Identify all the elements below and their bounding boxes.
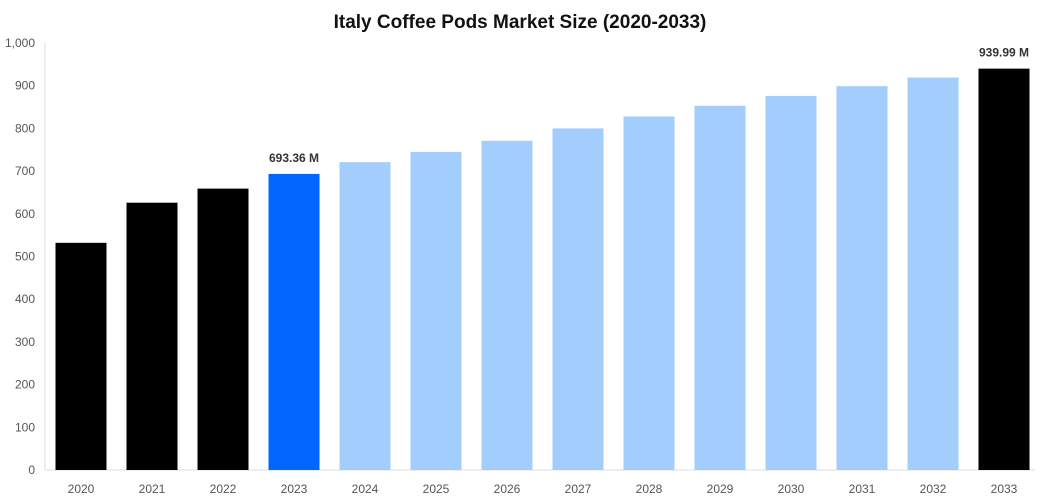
bar-2029 (694, 105, 746, 471)
chart-title: Italy Coffee Pods Market Size (2020-2033… (334, 12, 707, 33)
bars (55, 68, 1030, 471)
bar-2026 (481, 140, 533, 470)
x-tick-label: 2028 (636, 482, 663, 496)
x-tick-label: 2026 (494, 482, 521, 496)
data-label-2023: 693.36 M (269, 151, 319, 165)
bar-2032 (907, 77, 959, 470)
y-tick-label: 800 (15, 121, 35, 135)
y-tick-label: 1,000 (5, 36, 35, 50)
y-tick-label: 400 (15, 292, 35, 306)
data-labels: 693.36 M 939.99 M (269, 46, 1029, 165)
y-tick-label: 900 (15, 79, 35, 93)
y-tick-label: 200 (15, 378, 35, 392)
x-tick-label: 2031 (849, 482, 876, 496)
x-axis-ticks: 2020 2021 2022 2023 2024 2025 2026 2027 2028 2029… (68, 482, 1018, 496)
bar-2020 (55, 242, 107, 470)
bar-2031 (836, 86, 888, 470)
y-axis-ticks: 0 100 200 300 400 500 600 700 800 900 1,000 (5, 36, 35, 477)
bar-2021 (126, 202, 178, 470)
y-tick-label: 300 (15, 335, 35, 349)
bar-2033 (978, 68, 1030, 470)
x-tick-label: 2027 (565, 482, 592, 496)
x-tick-label: 2032 (920, 482, 947, 496)
x-tick-label: 2024 (352, 482, 379, 496)
x-tick-label: 2022 (210, 482, 237, 496)
x-tick-label: 2020 (68, 482, 95, 496)
bar-2030 (765, 95, 817, 470)
y-tick-label: 500 (15, 250, 35, 264)
y-tick-label: 600 (15, 207, 35, 221)
x-tick-label: 2021 (139, 482, 166, 496)
bar-2025 (410, 151, 462, 470)
bar-2022 (197, 188, 249, 470)
x-tick-label: 2030 (778, 482, 805, 496)
data-label-2033: 939.99 M (979, 46, 1029, 60)
bar-2027 (552, 128, 604, 470)
x-tick-label: 2025 (423, 482, 450, 496)
bar-2028 (623, 116, 675, 470)
y-tick-label: 700 (15, 164, 35, 178)
bar-2024 (339, 162, 391, 470)
x-tick-label: 2033 (991, 482, 1018, 496)
x-tick-label: 2023 (281, 482, 308, 496)
y-tick-label: 100 (15, 420, 35, 434)
y-tick-label: 0 (28, 463, 35, 477)
x-tick-label: 2029 (707, 482, 734, 496)
bar-2023 (268, 173, 320, 470)
